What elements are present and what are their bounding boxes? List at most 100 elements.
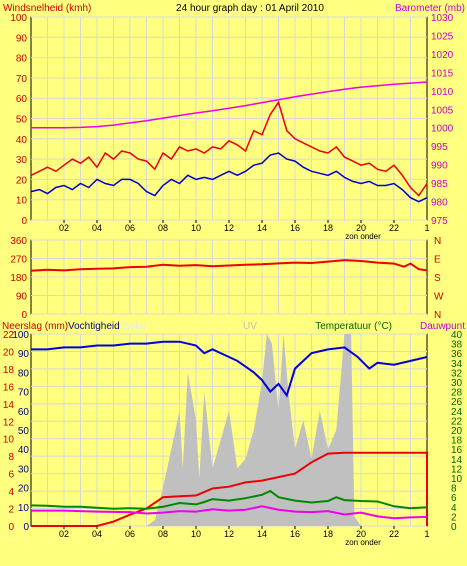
compass-tick-label: E xyxy=(434,255,441,266)
series-dewpoint xyxy=(31,505,428,520)
rain-tick-label: 6 xyxy=(8,470,14,481)
barometer-tick-label: 1000 xyxy=(431,124,454,135)
wind-sunset-note: zon onder xyxy=(345,232,381,241)
humidity-tick-label: 20 xyxy=(18,484,30,495)
x-tick-label: 22 xyxy=(389,529,399,539)
x-tick-label: 04 xyxy=(92,529,102,539)
x-tick-label: 16 xyxy=(290,223,300,233)
temperature-tick-label: 20 xyxy=(451,426,463,437)
rain-tick-label: 2 xyxy=(8,505,14,516)
temperature-tick-label: 4 xyxy=(451,503,457,514)
humidity-tick-label: 30 xyxy=(18,464,30,475)
x-tick-label: 08 xyxy=(158,529,168,539)
wind-tick-label: 60 xyxy=(16,94,28,105)
barometer-tick-label: 985 xyxy=(431,179,448,190)
temperature-tick-label: 16 xyxy=(451,445,463,456)
x-tick-label: 10 xyxy=(191,529,201,539)
humidity-tick-label: 40 xyxy=(18,445,30,456)
direction-tick-label: 180 xyxy=(10,273,27,284)
temperature-tick-label: 18 xyxy=(451,436,463,447)
x-tick-label: 16 xyxy=(290,529,300,539)
series-average xyxy=(30,152,428,203)
compass-tick-label: S xyxy=(434,273,441,284)
x-tick-label: 12 xyxy=(224,529,234,539)
barometer-tick-label: 1030 xyxy=(431,13,454,24)
direction-y-axis: 0 90 180 270 360 xyxy=(10,236,27,321)
compass-tick-label: W xyxy=(434,292,444,303)
rain-tick-label: 16 xyxy=(3,382,15,393)
series-rain xyxy=(31,451,428,527)
wind-tick-label: 10 xyxy=(16,196,28,207)
temperature-tick-label: 0 xyxy=(451,522,457,533)
series-temperature xyxy=(30,489,428,510)
direction-tick-label: 360 xyxy=(10,236,27,247)
humidity-tick-label: 100 xyxy=(12,330,29,341)
barometer-tick-label: 990 xyxy=(431,161,448,172)
wind-tick-label: 70 xyxy=(16,74,28,85)
barometer-tick-label: 1015 xyxy=(431,68,454,79)
temperature-tick-label: 2 xyxy=(451,512,457,523)
wind-y-axis: 0 10 20 30 40 50 60 70 80 90 100 xyxy=(10,13,27,227)
barometer-tick-label: 1025 xyxy=(431,31,454,42)
rain-tick-label: 14 xyxy=(3,400,15,411)
x-tick-label: 20 xyxy=(356,223,366,233)
temperature-tick-label: 26 xyxy=(451,397,463,408)
wind-tick-label: 90 xyxy=(16,33,28,44)
direction-tick-label: 0 xyxy=(21,310,27,321)
direction-panel-series xyxy=(30,259,428,272)
direction-tick-label: 270 xyxy=(10,255,27,266)
dewpoint-axis-title: Dauwpunt xyxy=(420,321,465,332)
chart-title: 24 hour graph day : 01 April 2010 xyxy=(176,3,324,14)
rain-x-axis: 02 04 06 08 10 12 14 16 18 20 22 1 xyxy=(59,526,430,539)
x-tick-label: 14 xyxy=(257,529,267,539)
humidity-axis-title: Vochtigheid xyxy=(68,321,120,332)
temperature-tick-label: 38 xyxy=(451,340,463,351)
temperature-tick-label: 14 xyxy=(451,455,463,466)
rain-tick-label: 8 xyxy=(8,452,14,463)
rain-tick-label: 4 xyxy=(8,487,14,498)
wind-tick-label: 40 xyxy=(16,135,28,146)
wind-panel-series xyxy=(30,81,428,203)
rain-tick-label: 22 xyxy=(3,330,15,341)
rain-tick-label: 18 xyxy=(3,365,15,376)
wind-tick-label: 30 xyxy=(16,155,28,166)
solar-axis-title: Solar xyxy=(123,321,147,332)
temperature-tick-label: 28 xyxy=(451,388,463,399)
barometer-y-axis: 975 980 985 990 995 1000 1005 1010 1015 1020 1025 1… xyxy=(431,13,454,227)
wind-tick-label: 0 xyxy=(21,216,27,227)
rain-tick-label: 20 xyxy=(3,347,15,358)
barometer-tick-label: 1010 xyxy=(431,87,454,98)
x-tick-label: 10 xyxy=(191,223,201,233)
temperature-tick-label: 8 xyxy=(451,484,457,495)
humidity-tick-label: 60 xyxy=(18,407,30,418)
direction-panel-grid xyxy=(31,239,427,315)
temperature-tick-label: 34 xyxy=(451,359,463,370)
rain-tick-label: 0 xyxy=(8,522,14,533)
x-tick-label: 06 xyxy=(125,529,135,539)
temperature-tick-label: 24 xyxy=(451,407,463,418)
temperature-tick-label: 40 xyxy=(451,330,463,341)
x-tick-label: 08 xyxy=(158,223,168,233)
temperature-tick-label: 10 xyxy=(451,474,463,485)
barometer-tick-label: 1020 xyxy=(431,50,454,61)
wind-tick-label: 100 xyxy=(10,13,27,24)
wind-tick-label: 50 xyxy=(16,115,28,126)
x-tick-label: 12 xyxy=(224,223,234,233)
wind-x-axis: 02 04 06 08 10 12 14 16 18 20 22 1 xyxy=(59,220,430,233)
x-tick-label: 04 xyxy=(92,223,102,233)
barometer-tick-label: 975 xyxy=(431,216,448,227)
series-humidity xyxy=(31,340,428,398)
x-tick-label: 22 xyxy=(389,223,399,233)
temperature-tick-label: 6 xyxy=(451,493,457,504)
series-direction xyxy=(30,259,428,272)
rain-axis-title: Neerslag (mm) xyxy=(2,321,68,332)
wind-axis-title: Windsnelheid (kmh) xyxy=(3,3,91,14)
x-tick-label: 1 xyxy=(424,223,429,233)
wind-tick-label: 80 xyxy=(16,54,28,65)
temperature-tick-label: 30 xyxy=(451,378,463,389)
barometer-tick-label: 1005 xyxy=(431,105,454,116)
compass-tick-label: N xyxy=(434,310,441,321)
barometer-axis-title: Barometer (mb) xyxy=(395,3,465,14)
